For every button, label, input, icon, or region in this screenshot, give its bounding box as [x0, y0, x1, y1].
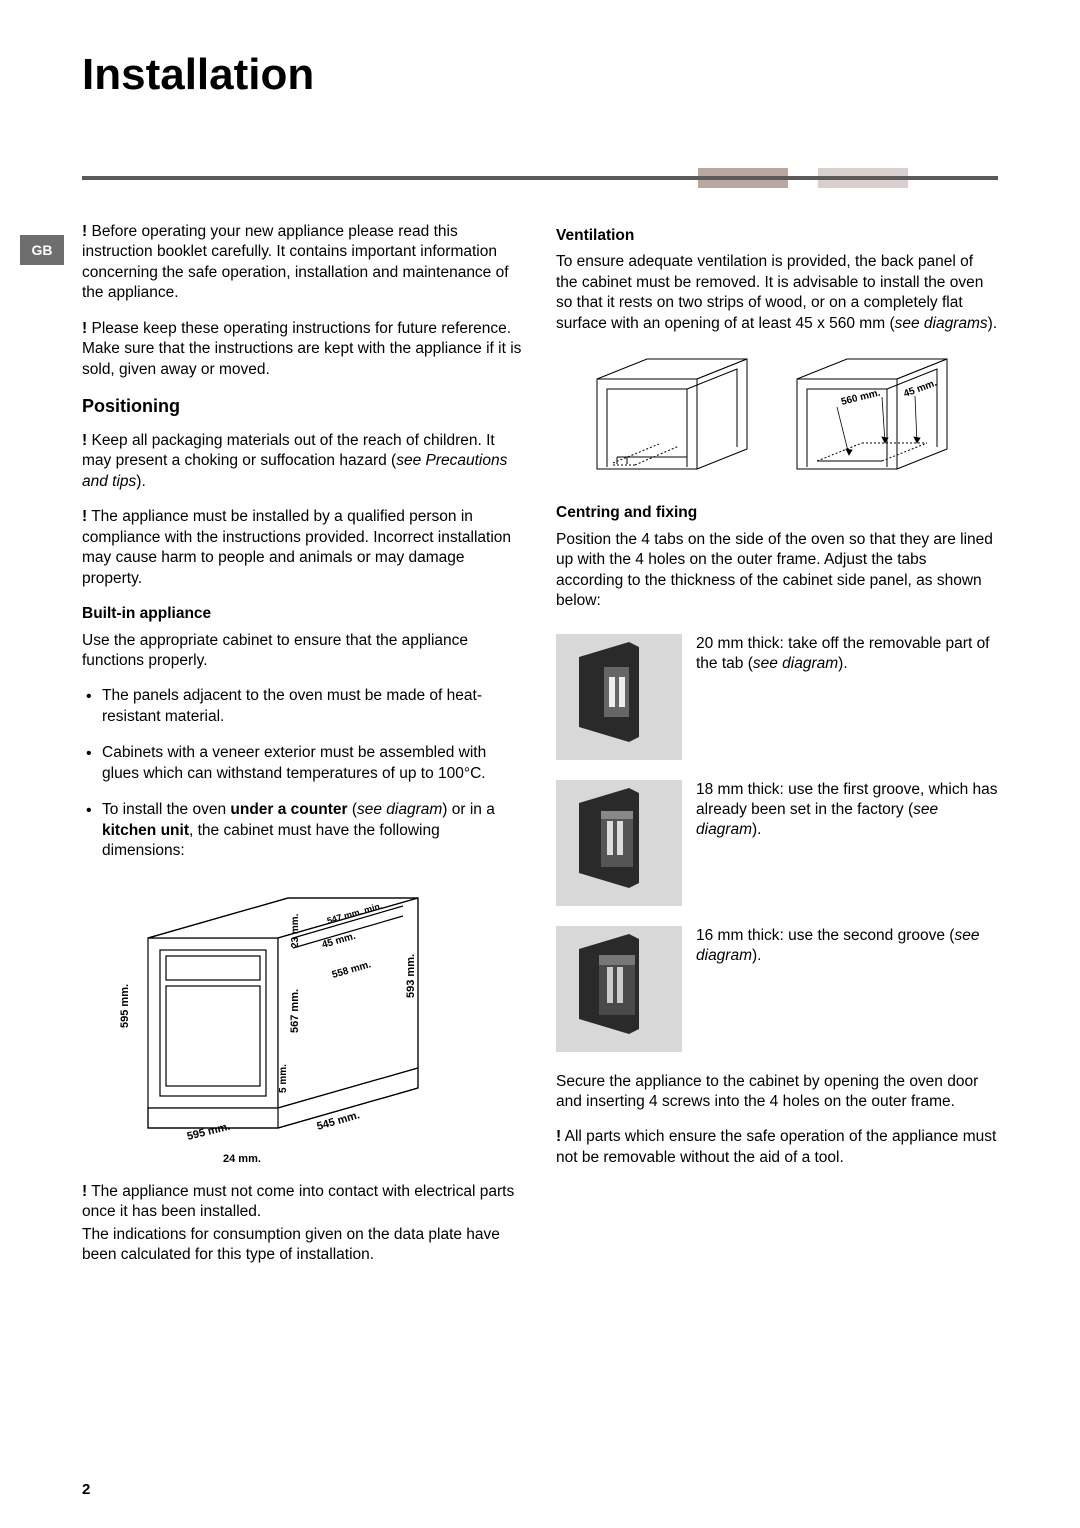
- b3-a: To install the oven: [102, 801, 230, 818]
- tab18-a: 18 mm thick: use the first groove, which…: [696, 781, 998, 818]
- intro-1-text: Before operating your new appliance plea…: [82, 223, 509, 301]
- intro-paragraph-2: ! Please keep these operating instructio…: [82, 319, 524, 380]
- positioning-para-1: ! Keep all packaging materials out of th…: [82, 431, 524, 492]
- tab18-b: ).: [752, 821, 761, 838]
- centring-heading: Centring and fixing: [556, 503, 998, 523]
- dim-23: 23 mm.: [290, 913, 301, 948]
- divider-line: [82, 176, 998, 180]
- b3-e: kitchen unit: [102, 822, 189, 839]
- after-diag-text: The appliance must not come into contact…: [82, 1183, 514, 1220]
- intro-2-text: Please keep these operating instructions…: [82, 320, 521, 378]
- tab-16mm-diagram: [556, 926, 682, 1052]
- final-text: All parts which ensure the safe operatio…: [556, 1128, 996, 1165]
- dim-5: 5 mm.: [278, 1064, 289, 1093]
- tab20-b: ).: [838, 655, 847, 672]
- b3-c: (: [348, 801, 357, 818]
- tab-18mm-text: 18 mm thick: use the first groove, which…: [696, 780, 998, 841]
- tab20-em: see diagram: [753, 655, 838, 672]
- tab-row-20mm: 20 mm thick: take off the removable part…: [556, 634, 998, 760]
- final-para: ! All parts which ensure the safe operat…: [556, 1127, 998, 1168]
- builtin-heading: Built-in appliance: [82, 604, 524, 624]
- cabinet-dimensions-diagram: 595 mm. 595 mm. 545 mm. 24 mm. 5 mm. 567…: [82, 878, 524, 1168]
- pos2-text: The appliance must be installed by a qua…: [82, 508, 511, 586]
- b3-em: see diagram: [357, 801, 442, 818]
- right-column: Ventilation To ensure adequate ventilati…: [556, 222, 998, 1280]
- after-diagram-para: ! The appliance must not come into conta…: [82, 1182, 524, 1223]
- after-diagram-para-2: The indications for consumption given on…: [82, 1225, 524, 1266]
- dim-595-left: 595 mm.: [119, 984, 131, 1028]
- builtin-intro: Use the appropriate cabinet to ensure th…: [82, 631, 524, 672]
- positioning-heading: Positioning: [82, 395, 524, 419]
- tab-row-18mm: 18 mm thick: use the first groove, which…: [556, 780, 998, 906]
- list-item: Cabinets with a veneer exterior must be …: [82, 743, 524, 784]
- tab-20mm-text: 20 mm thick: take off the removable part…: [696, 634, 998, 675]
- pos1-text-b: ).: [136, 473, 145, 490]
- tab-20mm-diagram: [556, 634, 682, 760]
- list-item: The panels adjacent to the oven must be …: [82, 686, 524, 727]
- centring-intro: Position the 4 tabs on the side of the o…: [556, 530, 998, 612]
- language-badge: GB: [20, 235, 64, 265]
- positioning-para-2: ! The appliance must be installed by a q…: [82, 507, 524, 589]
- tab-16mm-text: 16 mm thick: use the second groove (see …: [696, 926, 998, 967]
- page-number: 2: [82, 1481, 90, 1498]
- intro-paragraph-1: ! Before operating your new appliance pl…: [82, 222, 524, 304]
- builtin-bullets: The panels adjacent to the oven must be …: [82, 686, 524, 861]
- tab16-a: 16 mm thick: use the second groove (: [696, 927, 954, 944]
- b3-b: under a counter: [230, 801, 347, 818]
- dim-593: 593 mm.: [405, 954, 417, 998]
- vent-b: ).: [988, 315, 997, 332]
- dim-24: 24 mm.: [223, 1153, 261, 1165]
- tab-18mm-diagram: [556, 780, 682, 906]
- page-title: Installation: [82, 50, 998, 100]
- vent-em: see diagrams: [895, 315, 988, 332]
- ventilation-para: To ensure adequate ventilation is provid…: [556, 252, 998, 334]
- left-column: ! Before operating your new appliance pl…: [82, 222, 524, 1280]
- divider-bar: [82, 168, 998, 188]
- ventilation-diagram: 560 mm. 45 mm.: [556, 349, 998, 489]
- tab-row-16mm: 16 mm thick: use the second groove (see …: [556, 926, 998, 1052]
- secure-para: Secure the appliance to the cabinet by o…: [556, 1072, 998, 1113]
- content-columns: ! Before operating your new appliance pl…: [82, 222, 998, 1280]
- b3-d: ) or in a: [442, 801, 495, 818]
- list-item: To install the oven under a counter (see…: [82, 800, 524, 861]
- dim-567: 567 mm.: [289, 989, 301, 1033]
- ventilation-heading: Ventilation: [556, 226, 998, 246]
- tab16-b: ).: [752, 947, 761, 964]
